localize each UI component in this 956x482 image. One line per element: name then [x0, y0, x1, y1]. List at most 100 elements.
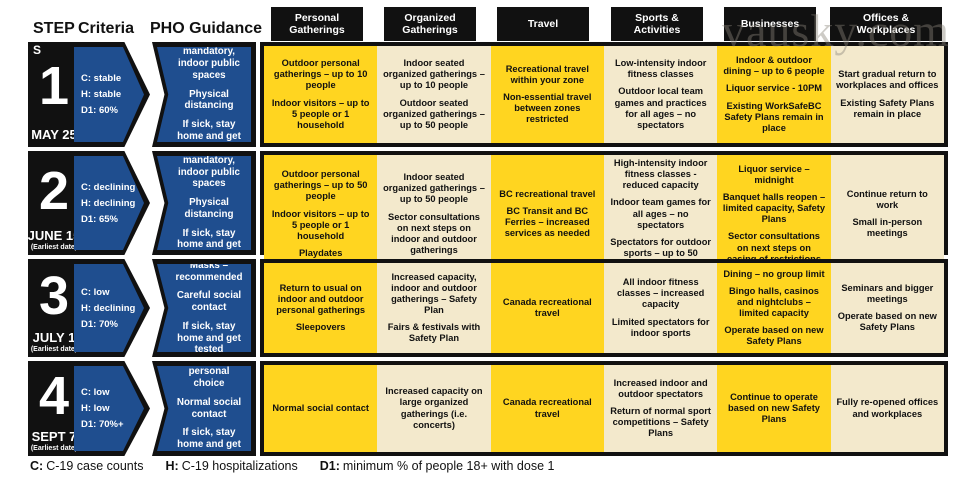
- criteria-line: C: declining: [81, 181, 136, 193]
- step-date: SEPT 7: [31, 429, 77, 444]
- cell-paragraph: Liquor service – midnight: [738, 163, 810, 185]
- pho-paragraph: If sick, stay home and get tested: [177, 227, 241, 263]
- criteria-line: H: declining: [81, 197, 136, 209]
- cell-paragraph: Outdoor local team games and practices f…: [614, 86, 707, 130]
- criteria-line: D1: 60%: [81, 105, 118, 116]
- cell-paragraph: Fairs & festivals with Safety Plan: [387, 322, 481, 344]
- pho-paragraph: Masks mandatory, indoor public spaces: [177, 34, 241, 81]
- cell-paragraph: Sleepovers: [295, 322, 346, 333]
- pho-guidance-content: Masks – recommended Careful social contac…: [157, 264, 251, 352]
- legend-text: C-19 hospitalizations: [181, 459, 298, 473]
- cell-paragraph: Indoor visitors – up to 5 people or 1 ho…: [271, 97, 370, 130]
- cell-businesses: Liquor service – midnight Banquet halls r…: [717, 155, 831, 274]
- cell-paragraph: Outdoor personal gatherings – up to 10 p…: [273, 58, 368, 91]
- cell-sports-activities: Low-intensity indoor fitness classes Outd…: [604, 46, 718, 143]
- pho-paragraph: Physical distancing: [184, 88, 234, 112]
- step-2-left-group: 2 JUNE 15 (Earliest date) C: declining H:…: [28, 151, 256, 255]
- legend-item-dose1: D1: minimum % of people 18+ with dose 1: [320, 459, 555, 473]
- column-header-organized-gatherings: Organized Gatherings: [384, 7, 476, 41]
- criteria-line: D1: 65%: [81, 213, 118, 225]
- cell-organized-gatherings: Increased capacity on large organized ga…: [377, 365, 491, 452]
- cell-organized-gatherings: Increased capacity, indoor and outdoor g…: [377, 263, 491, 353]
- step-1-number-block: 1 MAY 25: [28, 46, 80, 143]
- cell-paragraph: Indoor & outdoor dining – up to 6 people: [723, 55, 825, 77]
- cell-paragraph: Existing WorkSafeBC Safety Plans remain …: [724, 100, 824, 133]
- column-header-sports-activities: Sports & Activities: [611, 7, 703, 41]
- cell-paragraph: Dining – no group limit: [723, 268, 825, 279]
- cell-sports-activities: High-intensity indoor fitness classes - …: [604, 155, 718, 274]
- cell-paragraph: Operate based on new Safety Plans: [724, 325, 824, 347]
- step-3-number-block: 3 JULY 1 (Earliest date): [28, 263, 80, 353]
- steps-label-overflow: S: [33, 43, 42, 57]
- cell-paragraph: Increased capacity, indoor and outdoor g…: [391, 271, 477, 315]
- cell-paragraph: Fully re-opened offices and workplaces: [836, 397, 939, 419]
- earliest-date-note: (Earliest date): [30, 346, 78, 353]
- legend-text: minimum % of people 18+ with dose 1: [342, 459, 555, 473]
- step-number: 2: [38, 160, 70, 221]
- cell-travel: Recreational travel within your zone Non-…: [490, 46, 604, 143]
- step-row-1: S 1 MAY 25 C: stable H: stable D1: 60% Mas…: [28, 42, 948, 147]
- step-date: JULY 1: [32, 330, 76, 345]
- step-number: 4: [38, 366, 70, 427]
- earliest-date-note: (Earliest date): [30, 244, 78, 251]
- cell-paragraph: High-intensity indoor fitness classes - …: [613, 158, 708, 191]
- cell-paragraph: Operate based on new Safety Plans: [837, 311, 937, 333]
- cell-paragraph: Indoor team games for all ages – no spec…: [610, 197, 711, 230]
- pho-guidance-box: Masks – recommended Careful social contac…: [152, 259, 256, 357]
- criteria-line: H: low: [81, 403, 110, 414]
- step-number: 1: [38, 55, 70, 116]
- cell-businesses: Dining – no group limit Bingo halls, casi…: [717, 263, 831, 353]
- row-4-cells: Normal social contact Increased capacity…: [260, 361, 948, 456]
- criteria-line: H: declining: [81, 302, 136, 314]
- cell-offices-workplaces: Start gradual return to workplaces and o…: [830, 46, 944, 143]
- pho-paragraph: Masks – recommended: [175, 259, 243, 283]
- step-row-2: 2 JUNE 15 (Earliest date) C: declining H:…: [28, 151, 948, 274]
- cell-paragraph: Recreational travel within your zone: [505, 63, 589, 85]
- pho-guidance-box: Masks mandatory, indoor public spaces Phy…: [152, 42, 256, 147]
- cell-offices-workplaces: Seminars and bigger meetings Operate base…: [830, 263, 944, 353]
- pho-guidance-content: Masks mandatory, indoor public spaces Phy…: [157, 156, 251, 250]
- step-1-left-group: S 1 MAY 25 C: stable H: stable D1: 60% Mas…: [28, 42, 256, 147]
- step-3-left-group: 3 JULY 1 (Earliest date) C: low H: declin…: [28, 259, 256, 357]
- row-3-cells: Return to usual on indoor and outdoor pe…: [260, 259, 948, 357]
- cell-paragraph: BC recreational travel: [499, 188, 596, 199]
- cell-personal-gatherings: Outdoor personal gatherings – up to 10 p…: [264, 46, 378, 143]
- pho-paragraph: Masks – personal choice: [188, 354, 230, 389]
- cell-travel: Canada recreational travel: [490, 365, 604, 452]
- step-date: MAY 25: [31, 127, 77, 142]
- cell-paragraph: Continue to operate based on new Safety …: [728, 391, 820, 425]
- cell-paragraph: Non-essential travel between zones restr…: [503, 91, 592, 125]
- cell-paragraph: Increased indoor and outdoor spectators: [613, 377, 708, 399]
- pho-paragraph: Masks mandatory, indoor public spaces: [177, 143, 241, 190]
- cell-personal-gatherings: Return to usual on indoor and outdoor pe…: [264, 263, 378, 353]
- step-date: JUNE 15: [27, 228, 81, 243]
- cell-sports-activities: All indoor fitness classes – increased c…: [604, 263, 718, 353]
- footer-legend: C: C-19 case counts H: C-19 hospitalizatio…: [30, 459, 554, 473]
- row-1-cells: Outdoor personal gatherings – up to 10 p…: [260, 42, 948, 147]
- cell-paragraph: Existing Safety Plans remain in place: [840, 97, 935, 119]
- column-header-offices-workplaces: Offices & Workplaces: [830, 7, 942, 41]
- cell-paragraph: Sector consultations on next steps on ea…: [726, 231, 821, 264]
- criteria-line: C: low: [81, 286, 110, 298]
- criteria-header-label: Criteria: [78, 20, 135, 37]
- cell-paragraph: Increased capacity on large organized ga…: [385, 386, 483, 430]
- criteria-line: C: low: [81, 387, 110, 398]
- criteria-line: H: stable: [81, 89, 122, 100]
- cell-paragraph: Canada recreational travel: [502, 296, 592, 318]
- cell-paragraph: Small in-person meetings: [852, 217, 923, 239]
- cell-paragraph: BC Transit and BC Ferries – increased se…: [504, 206, 590, 239]
- pho-paragraph: Normal social contact: [176, 396, 242, 420]
- pho-paragraph: Careful social contact: [176, 290, 242, 314]
- cell-travel: Canada recreational travel: [490, 263, 604, 353]
- column-header-businesses: Businesses: [724, 7, 816, 41]
- step-4-number-block: 4 SEPT 7 (Earliest date): [28, 365, 80, 452]
- cell-paragraph: Return to usual on indoor and outdoor pe…: [276, 282, 366, 315]
- step-number: 3: [38, 265, 70, 326]
- step-row-4: 4 SEPT 7 (Earliest date) C: low H: low D1:…: [28, 361, 948, 456]
- legend-text: C-19 case counts: [46, 459, 144, 473]
- cell-sports-activities: Increased indoor and outdoor spectators R…: [604, 365, 718, 452]
- cell-paragraph: Seminars and bigger meetings: [841, 282, 934, 304]
- steps-header-label: STEP: [33, 20, 75, 37]
- cell-paragraph: Playdates: [298, 248, 343, 259]
